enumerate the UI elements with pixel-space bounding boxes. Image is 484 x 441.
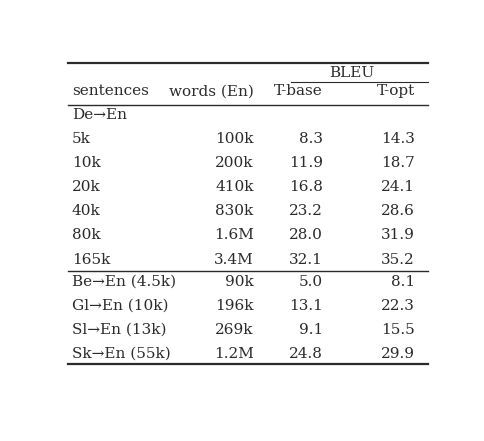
Text: Sk→En (55k): Sk→En (55k) bbox=[72, 347, 170, 361]
Text: 13.1: 13.1 bbox=[289, 299, 323, 313]
Text: T-base: T-base bbox=[274, 84, 323, 98]
Text: T-opt: T-opt bbox=[377, 84, 415, 98]
Text: 830k: 830k bbox=[215, 204, 254, 218]
Text: 32.1: 32.1 bbox=[289, 253, 323, 267]
Text: 18.7: 18.7 bbox=[381, 156, 415, 170]
Text: 3.4M: 3.4M bbox=[214, 253, 254, 267]
Text: Be→En (4.5k): Be→En (4.5k) bbox=[72, 275, 176, 289]
Text: 165k: 165k bbox=[72, 253, 110, 267]
Text: 24.1: 24.1 bbox=[381, 180, 415, 194]
Text: 35.2: 35.2 bbox=[381, 253, 415, 267]
Text: sentences: sentences bbox=[72, 84, 149, 98]
Text: 14.3: 14.3 bbox=[381, 132, 415, 146]
Text: 5.0: 5.0 bbox=[299, 275, 323, 289]
Text: 40k: 40k bbox=[72, 204, 101, 218]
Text: 8.3: 8.3 bbox=[299, 132, 323, 146]
Text: words (En): words (En) bbox=[169, 84, 254, 98]
Text: 29.9: 29.9 bbox=[381, 347, 415, 361]
Text: De→En: De→En bbox=[72, 108, 127, 122]
Text: 1.6M: 1.6M bbox=[214, 228, 254, 243]
Text: BLEU: BLEU bbox=[330, 66, 375, 80]
Text: Sl→En (13k): Sl→En (13k) bbox=[72, 323, 166, 337]
Text: 9.1: 9.1 bbox=[299, 323, 323, 337]
Text: 16.8: 16.8 bbox=[289, 180, 323, 194]
Text: 410k: 410k bbox=[215, 180, 254, 194]
Text: 20k: 20k bbox=[72, 180, 101, 194]
Text: 11.9: 11.9 bbox=[289, 156, 323, 170]
Text: 90k: 90k bbox=[225, 275, 254, 289]
Text: Gl→En (10k): Gl→En (10k) bbox=[72, 299, 168, 313]
Text: 24.8: 24.8 bbox=[289, 347, 323, 361]
Text: 5k: 5k bbox=[72, 132, 91, 146]
Text: 100k: 100k bbox=[215, 132, 254, 146]
Text: 31.9: 31.9 bbox=[381, 228, 415, 243]
Text: 200k: 200k bbox=[215, 156, 254, 170]
Text: 1.2M: 1.2M bbox=[214, 347, 254, 361]
Text: 22.3: 22.3 bbox=[381, 299, 415, 313]
Text: 15.5: 15.5 bbox=[381, 323, 415, 337]
Text: 8.1: 8.1 bbox=[391, 275, 415, 289]
Text: 28.6: 28.6 bbox=[381, 204, 415, 218]
Text: 23.2: 23.2 bbox=[289, 204, 323, 218]
Text: 10k: 10k bbox=[72, 156, 101, 170]
Text: 196k: 196k bbox=[215, 299, 254, 313]
Text: 80k: 80k bbox=[72, 228, 100, 243]
Text: 28.0: 28.0 bbox=[289, 228, 323, 243]
Text: 269k: 269k bbox=[215, 323, 254, 337]
